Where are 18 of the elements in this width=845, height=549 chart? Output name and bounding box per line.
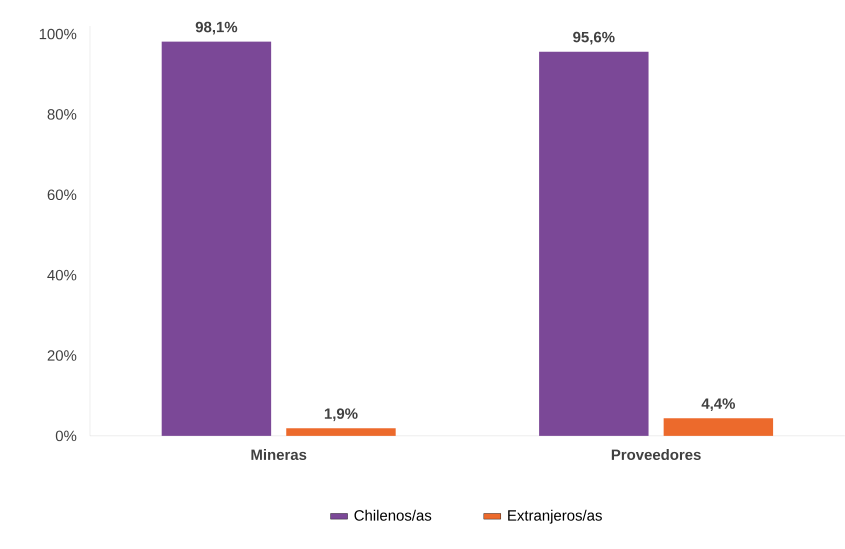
- legend-label: Chilenos/as: [354, 510, 432, 521]
- bar: [664, 418, 774, 436]
- data-label: 98,1%: [196, 22, 238, 35]
- x-tick-label: Mineras: [251, 449, 306, 460]
- bar: [162, 42, 272, 436]
- y-tick-label: 100%: [40, 28, 76, 40]
- data-label: 95,6%: [573, 32, 615, 45]
- data-label: 1,9%: [324, 408, 358, 422]
- bar: [286, 428, 396, 436]
- bar: [539, 52, 649, 436]
- y-tick-label: 40%: [47, 270, 76, 280]
- legend-label: Extranjeros/as: [508, 510, 602, 524]
- y-tick-label: 0%: [56, 430, 76, 442]
- x-tick-label: Proveedores: [612, 449, 701, 460]
- data-label: 4,4%: [702, 398, 735, 412]
- y-tick-label: 60%: [48, 190, 76, 200]
- y-tick-label: 80%: [48, 109, 76, 120]
- y-tick-label: 20%: [48, 350, 76, 361]
